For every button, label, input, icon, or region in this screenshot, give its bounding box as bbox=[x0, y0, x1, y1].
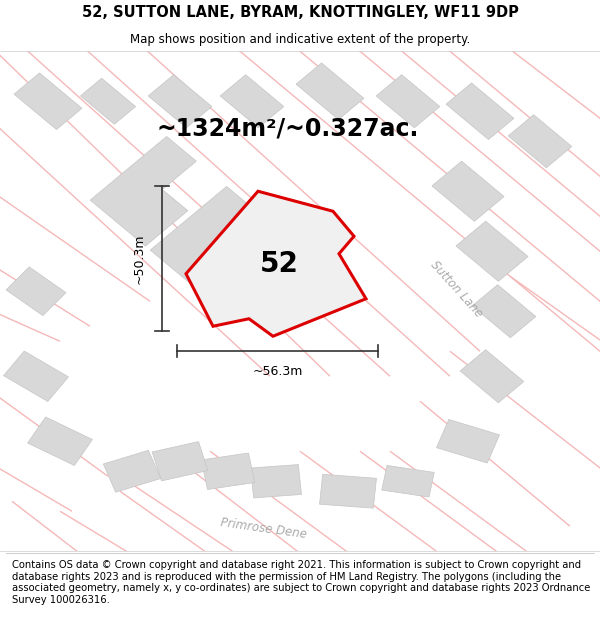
Polygon shape bbox=[432, 161, 504, 221]
Polygon shape bbox=[382, 466, 434, 497]
Polygon shape bbox=[152, 442, 208, 481]
Polygon shape bbox=[446, 83, 514, 139]
Polygon shape bbox=[14, 73, 82, 129]
Polygon shape bbox=[103, 451, 161, 492]
Polygon shape bbox=[456, 221, 528, 281]
Text: Map shows position and indicative extent of the property.: Map shows position and indicative extent… bbox=[130, 34, 470, 46]
Polygon shape bbox=[150, 186, 256, 296]
Polygon shape bbox=[80, 78, 136, 124]
Polygon shape bbox=[436, 419, 500, 463]
Text: ~56.3m: ~56.3m bbox=[253, 365, 302, 378]
Polygon shape bbox=[376, 75, 440, 128]
Text: 52: 52 bbox=[260, 250, 298, 278]
Text: Primrose Dene: Primrose Dene bbox=[220, 516, 308, 541]
Polygon shape bbox=[186, 191, 366, 336]
Polygon shape bbox=[148, 75, 212, 128]
Text: ~50.3m: ~50.3m bbox=[133, 234, 146, 284]
Polygon shape bbox=[90, 136, 196, 246]
Polygon shape bbox=[251, 464, 301, 498]
Polygon shape bbox=[28, 417, 92, 466]
Polygon shape bbox=[201, 453, 255, 489]
Text: Sutton Lane: Sutton Lane bbox=[427, 258, 485, 319]
Polygon shape bbox=[220, 75, 284, 128]
Text: ~1324m²/~0.327ac.: ~1324m²/~0.327ac. bbox=[157, 117, 419, 141]
Polygon shape bbox=[460, 350, 524, 403]
Polygon shape bbox=[6, 267, 66, 316]
Text: Contains OS data © Crown copyright and database right 2021. This information is : Contains OS data © Crown copyright and d… bbox=[12, 560, 590, 605]
Polygon shape bbox=[296, 63, 364, 119]
Polygon shape bbox=[320, 474, 376, 508]
Polygon shape bbox=[4, 351, 68, 401]
Text: 52, SUTTON LANE, BYRAM, KNOTTINGLEY, WF11 9DP: 52, SUTTON LANE, BYRAM, KNOTTINGLEY, WF1… bbox=[82, 5, 518, 20]
Polygon shape bbox=[508, 115, 572, 168]
Polygon shape bbox=[472, 285, 536, 338]
